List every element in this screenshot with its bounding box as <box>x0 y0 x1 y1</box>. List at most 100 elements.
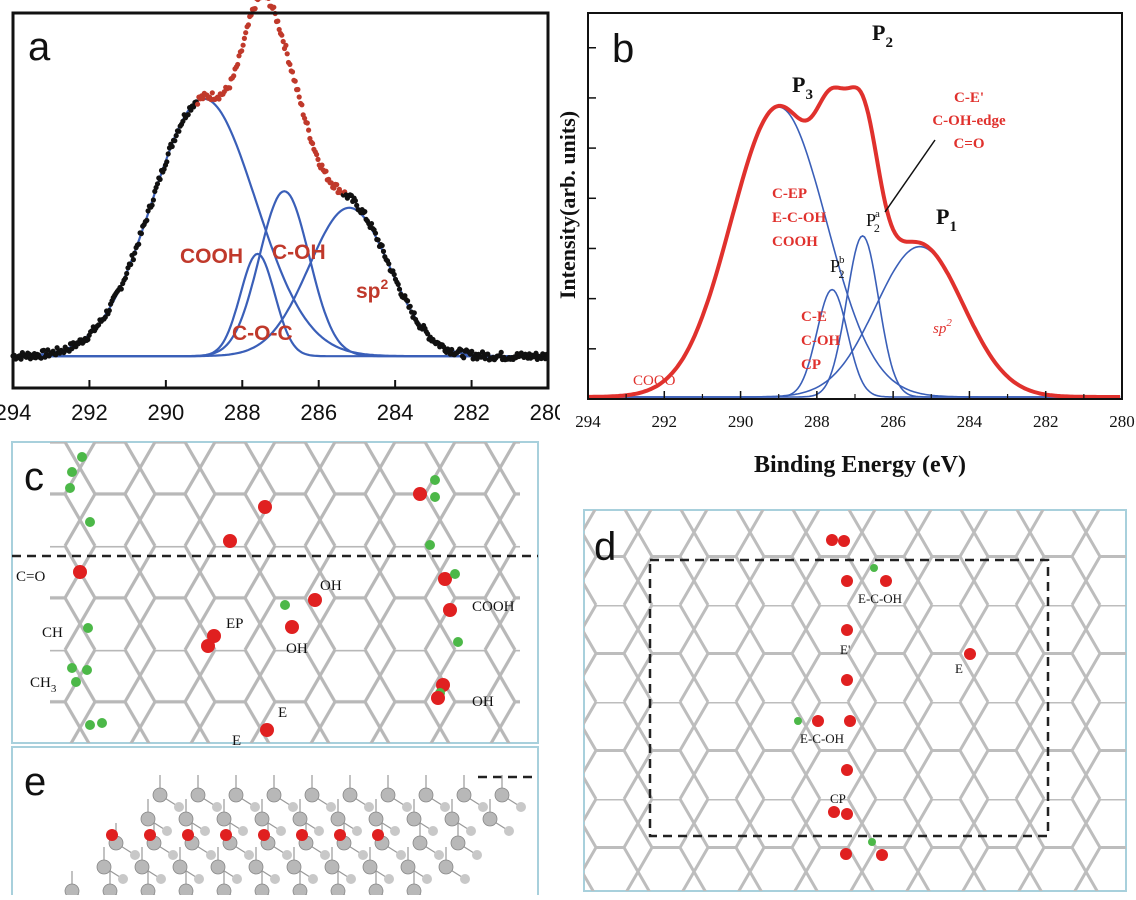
carbon-atom <box>293 884 307 895</box>
carbon-atom <box>287 860 301 874</box>
svg-text:C-E': C-E' <box>954 90 984 106</box>
label-c-o-c: C-O-C <box>232 322 293 345</box>
measured-point <box>255 0 260 2</box>
peak-label-p1: P1 <box>936 204 957 235</box>
panel-e: e <box>10 745 540 895</box>
x-tick-label: 280 <box>1109 412 1135 431</box>
oxygen-atom <box>258 829 270 841</box>
measured-point <box>131 257 136 262</box>
carbon-atom <box>445 812 459 826</box>
carbon-atom <box>478 802 488 812</box>
plot-frame-b <box>588 13 1122 399</box>
carbon-atom <box>97 860 111 874</box>
svg-text:OH: OH <box>286 641 308 657</box>
measured-point <box>241 43 246 48</box>
measured-point <box>305 120 310 125</box>
x-tick-label: 284 <box>377 400 414 425</box>
svg-text:E: E <box>278 705 287 721</box>
measured-point <box>242 36 247 41</box>
carbon-atom <box>346 874 356 884</box>
carbon-atom <box>457 788 471 802</box>
measured-point <box>123 276 128 281</box>
oxygen-atom <box>372 829 384 841</box>
carbon-atom <box>407 812 421 826</box>
carbon-atom <box>276 826 286 836</box>
carbon-atom <box>282 850 292 860</box>
carbon-atom <box>331 812 345 826</box>
x-tick-label: 292 <box>652 412 678 431</box>
carbon-atom <box>250 802 260 812</box>
measured-point <box>362 209 367 214</box>
carbon-atom <box>156 874 166 884</box>
carbon-atom <box>118 874 128 884</box>
label-sp2-b: sp2 <box>933 317 952 337</box>
measured-point <box>166 151 171 156</box>
carbon-atom <box>238 826 248 836</box>
measured-point <box>139 231 144 236</box>
carbon-atom <box>352 826 362 836</box>
carbon-atom <box>451 836 465 850</box>
carbon-atom <box>255 884 269 895</box>
svg-text:C-OH: C-OH <box>801 333 840 349</box>
carbon-atom <box>384 874 394 884</box>
svg-text:E-C-OH: E-C-OH <box>858 591 902 606</box>
carbon-atom <box>191 788 205 802</box>
measured-point <box>449 347 454 352</box>
carbon-atom <box>211 860 225 874</box>
svg-text:E: E <box>232 733 241 745</box>
measured-point <box>353 198 358 203</box>
carbon-atom <box>364 802 374 812</box>
oxygen-atom <box>334 829 346 841</box>
carbon-atom <box>358 850 368 860</box>
carbon-atom <box>419 788 433 802</box>
label-cooh: COOH <box>180 245 243 268</box>
x-tick-label: 290 <box>147 400 184 425</box>
measured-point <box>239 48 244 53</box>
carbon-atom <box>516 802 526 812</box>
carbon-atom <box>466 826 476 836</box>
x-tick-label: 288 <box>804 412 830 431</box>
measured-point <box>235 62 240 67</box>
carbon-atom <box>217 812 231 826</box>
group-label-middle: C-EP E-C-OH COOH <box>772 186 826 250</box>
carbon-atom <box>267 788 281 802</box>
x-tick-label: 286 <box>880 412 906 431</box>
measured-point <box>299 102 304 107</box>
measured-point <box>174 133 179 138</box>
carbon-atom <box>174 802 184 812</box>
svg-text:E-C-OH: E-C-OH <box>772 210 826 226</box>
svg-text:E: E <box>955 661 963 676</box>
svg-text:OH: OH <box>472 694 494 710</box>
carbon-atom <box>232 874 242 884</box>
measured-point <box>186 112 191 117</box>
measured-point <box>315 157 320 162</box>
measured-point <box>246 22 251 27</box>
structure-c: c C=O COOH CH CH3 OH OH OH EP E <box>10 440 540 745</box>
x-tick-label: 284 <box>957 412 983 431</box>
carbon-atom <box>495 788 509 802</box>
carbon-atom <box>422 874 432 884</box>
measured-point <box>369 221 374 226</box>
measured-point <box>392 272 397 277</box>
svg-text:E': E' <box>840 642 850 657</box>
carbon-atom <box>153 788 167 802</box>
svg-text:CH: CH <box>42 625 63 641</box>
svg-text:COOH: COOH <box>472 599 515 615</box>
carbon-atom <box>483 812 497 826</box>
envelope-curve <box>588 87 1120 397</box>
measured-point <box>381 249 386 254</box>
measured-point <box>164 159 169 164</box>
measured-point <box>461 355 466 360</box>
measured-point <box>227 85 232 90</box>
oxygen-atom <box>220 829 232 841</box>
carbon-atom <box>162 826 172 836</box>
carbon-atom <box>244 850 254 860</box>
measured-point <box>172 138 177 143</box>
measured-point <box>499 350 504 355</box>
measured-point <box>253 6 258 11</box>
measured-point <box>405 298 410 303</box>
